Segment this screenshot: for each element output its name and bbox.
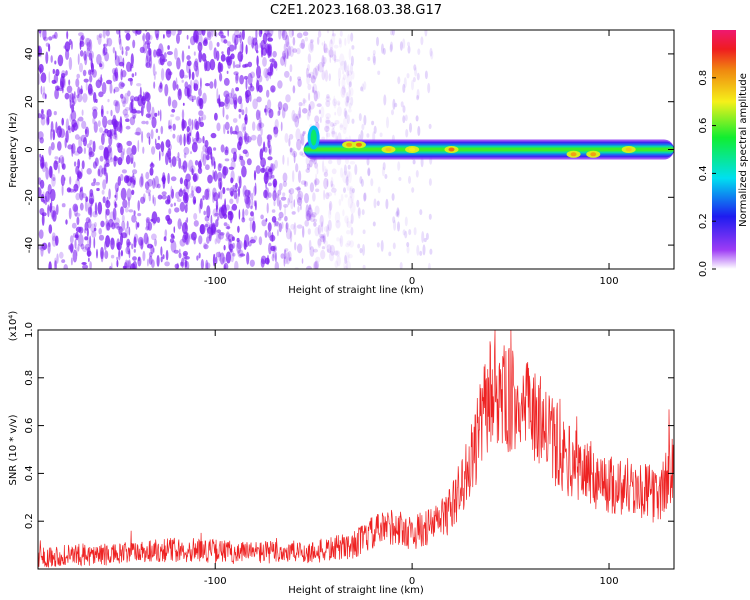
snr-y-axis-label: SNR (10 * v/v) xyxy=(8,414,19,485)
hot-spot xyxy=(409,147,416,152)
snr-y-ticks: 0.2 0.4 0.6 0.8 1.0 xyxy=(24,322,674,529)
spectrogram-content xyxy=(38,30,674,269)
spectrogram-y-tick-label: -20 xyxy=(24,189,35,205)
hot-spot xyxy=(346,142,353,147)
snr-y-tick-label: 0.2 xyxy=(24,513,35,529)
spectrogram-x-tick-label: 100 xyxy=(599,276,618,287)
colorbar-tick-label: 0.6 xyxy=(698,118,709,134)
colorbar: 0.0 0.2 0.4 0.6 0.8 Normalized spectral ampl… xyxy=(698,30,749,277)
colorbar-tick-label: 0.2 xyxy=(698,213,709,229)
spectrogram-x-tick-label: -100 xyxy=(204,276,227,287)
snr-x-tick-label: 0 xyxy=(409,576,415,587)
snr-x-tick-label: -100 xyxy=(204,576,227,587)
spectrogram-x-axis-label: Height of straight line (km) xyxy=(288,285,424,296)
hot-spot xyxy=(570,152,577,157)
snr-panel: -100 0 100 0.2 0.4 0.6 0.8 1.0 (x10⁴) Height o… xyxy=(8,311,675,596)
hot-spot xyxy=(385,147,392,152)
spectrogram-x-ticks: -100 0 100 xyxy=(204,30,619,287)
figure-title: C2E1.2023.168.03.38.G17 xyxy=(270,3,442,18)
spectrogram-y-tick-label: -40 xyxy=(24,237,35,253)
snr-x-axis-label: Height of straight line (km) xyxy=(288,585,424,596)
colorbar-ticks: 0.0 0.2 0.4 0.6 0.8 xyxy=(698,70,716,277)
snr-y-tick-label: 0.6 xyxy=(24,418,35,434)
colorbar-tick-label: 0.8 xyxy=(698,70,709,86)
spectrogram-y-ticks: -40 -20 0 20 40 xyxy=(24,48,674,253)
colorbar-tick-label: 0.4 xyxy=(698,165,709,181)
colorbar-tick-label: 0.0 xyxy=(698,261,709,277)
signal-band xyxy=(303,125,674,160)
snr-series-line xyxy=(38,330,674,568)
noise-speckles xyxy=(38,30,434,269)
spectrogram-y-axis-label: Frequency (Hz) xyxy=(8,112,19,188)
snr-y-tick-label: 0.8 xyxy=(24,370,35,386)
hot-spot xyxy=(448,147,455,152)
colorbar-gradient xyxy=(712,30,736,269)
spectrogram-y-tick-label: 20 xyxy=(24,95,35,108)
snr-x-tick-label: 100 xyxy=(599,576,618,587)
spectrogram-y-tick-label: 40 xyxy=(24,48,35,61)
snr-frame xyxy=(37,329,675,570)
colorbar-label: Normalized spectral amplitude xyxy=(738,73,749,227)
hot-spot xyxy=(625,147,632,152)
spectrogram-y-tick-label: 0 xyxy=(24,146,35,152)
snr-y-multiplier: (x10⁴) xyxy=(8,311,19,342)
snr-y-tick-label: 0.4 xyxy=(24,465,35,481)
snr-y-tick-label: 1.0 xyxy=(24,322,35,338)
snr-plot-area xyxy=(38,330,674,568)
hot-spot xyxy=(355,142,362,147)
snr-x-ticks: -100 0 100 xyxy=(204,330,619,587)
spectrogram-panel: -100 0 100 -40 -20 0 20 40 Height of straight … xyxy=(8,29,675,296)
hot-spot xyxy=(590,152,597,157)
spectrogram-x-tick-label: 0 xyxy=(409,276,415,287)
